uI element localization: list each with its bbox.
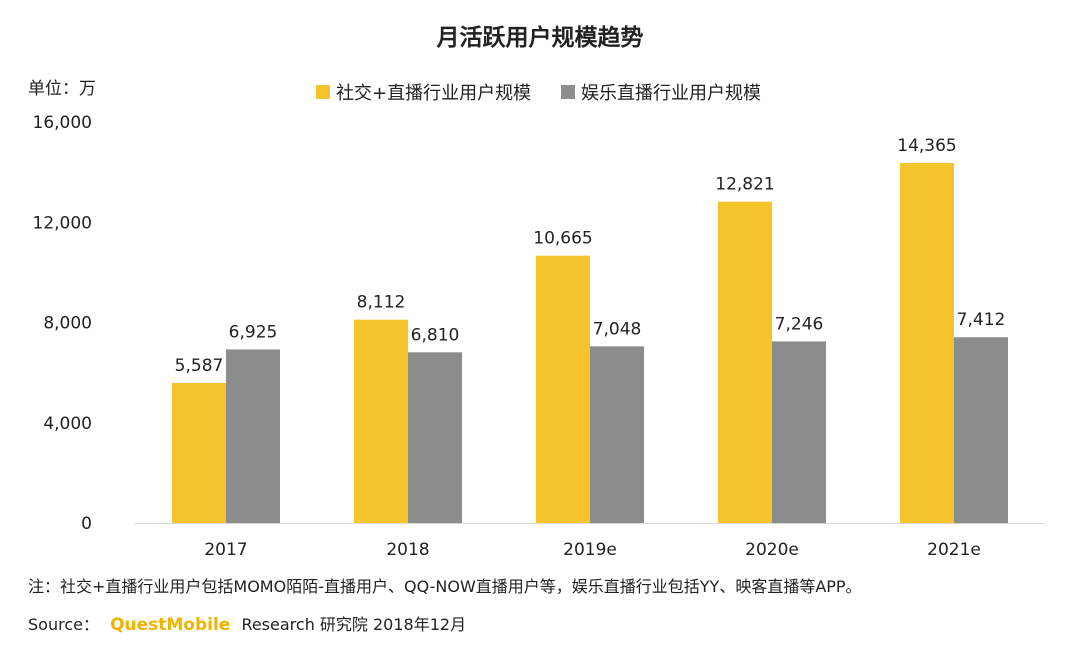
- x-tick-label: 2019e: [563, 540, 617, 560]
- data-label: 5,587: [175, 356, 224, 376]
- bar-social: [536, 255, 590, 523]
- bar-entertainment: [772, 341, 826, 523]
- data-label: 6,810: [411, 325, 460, 345]
- source-rest: Research 研究院 2018年12月: [241, 615, 466, 634]
- data-label: 7,246: [775, 314, 824, 334]
- y-tick-label: 4,000: [43, 414, 92, 434]
- legend-swatch-entertainment: [561, 85, 575, 99]
- data-label: 10,665: [533, 229, 592, 249]
- bar-entertainment: [226, 349, 280, 523]
- data-label: 7,048: [593, 319, 642, 339]
- source-label: Source：: [28, 615, 99, 634]
- bar-social: [900, 162, 954, 524]
- y-tick-label: 16,000: [33, 113, 92, 133]
- source-brand: QuestMobile: [110, 615, 230, 635]
- y-axis: 0 4,000 8,000 12,000 16,000: [33, 113, 92, 534]
- data-label: 7,412: [957, 310, 1006, 330]
- y-tick-label: 12,000: [33, 213, 92, 233]
- bar-entertainment: [590, 346, 644, 523]
- bar-entertainment: [954, 337, 1008, 523]
- unit-label: 单位：万: [28, 79, 96, 99]
- x-axis: 2017 2018 2019e 2020e 2021e: [135, 523, 1045, 560]
- data-label: 8,112: [357, 293, 406, 313]
- data-label: 6,925: [229, 322, 278, 342]
- bar-social: [172, 382, 226, 523]
- x-tick-label: 2020e: [745, 540, 799, 560]
- bar-social: [354, 319, 408, 523]
- legend-label-social: 社交+直播行业用户规模: [336, 83, 531, 104]
- legend-swatch-social: [316, 85, 330, 99]
- bar-entertainment: [408, 352, 462, 523]
- x-tick-label: 2018: [386, 540, 429, 560]
- bar-social: [718, 201, 772, 523]
- y-tick-label: 0: [81, 514, 92, 534]
- y-tick-label: 8,000: [43, 314, 92, 334]
- legend: 社交+直播行业用户规模 娱乐直播行业用户规模: [316, 83, 761, 104]
- chart-title: 月活跃用户规模趋势: [436, 24, 644, 51]
- footnote: 注：社交+直播行业用户包括MOMO陌陌-直播用户、QQ-NOW直播用户等，娱乐直…: [28, 577, 862, 596]
- source-line: Source： QuestMobile Research 研究院 2018年12…: [28, 615, 466, 635]
- data-label: 12,821: [715, 175, 774, 195]
- legend-label-entertainment: 娱乐直播行业用户规模: [581, 83, 761, 104]
- footer: 注：社交+直播行业用户包括MOMO陌陌-直播用户、QQ-NOW直播用户等，娱乐直…: [28, 577, 862, 635]
- data-label: 14,365: [897, 136, 956, 156]
- x-tick-label: 2017: [204, 540, 247, 560]
- x-tick-label: 2021e: [927, 540, 981, 560]
